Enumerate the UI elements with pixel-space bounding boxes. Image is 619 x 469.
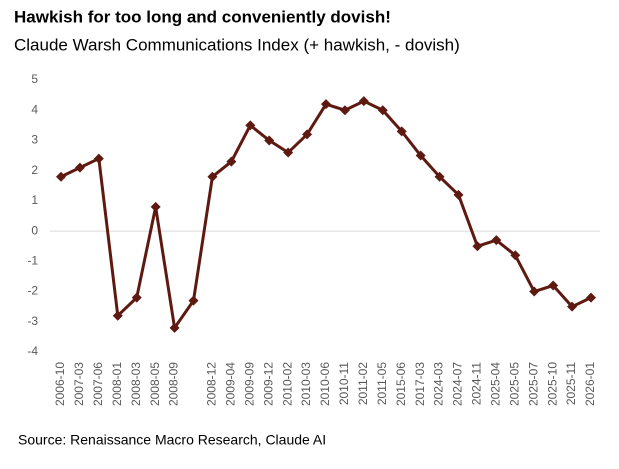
x-tick-label: 2024-07 bbox=[451, 362, 465, 406]
x-tick-label: 2008-03 bbox=[129, 362, 143, 406]
marker bbox=[396, 126, 407, 137]
y-tick-label: -2 bbox=[27, 284, 38, 298]
marker bbox=[207, 171, 218, 182]
chart-title: Hawkish for too long and conveniently do… bbox=[14, 7, 391, 26]
marker bbox=[226, 156, 237, 167]
y-tick-label: 4 bbox=[31, 102, 38, 116]
x-tick-label: 2010-11 bbox=[337, 362, 351, 405]
x-tick-label: 2009-09 bbox=[242, 362, 256, 406]
chart-subtitle: Claude Warsh Communications Index (+ haw… bbox=[14, 35, 460, 54]
marker bbox=[112, 310, 123, 321]
marker bbox=[321, 99, 331, 110]
x-tick-label: 2026-01 bbox=[583, 362, 597, 406]
x-tick-label: 2010-06 bbox=[318, 362, 332, 406]
marker bbox=[131, 292, 142, 303]
marker bbox=[377, 105, 388, 116]
x-tick-label: 2025-04 bbox=[489, 362, 503, 406]
marker bbox=[283, 147, 294, 158]
marker bbox=[245, 120, 256, 131]
x-tick-label: 2007-03 bbox=[72, 362, 86, 406]
marker bbox=[491, 235, 502, 246]
marker bbox=[150, 201, 161, 212]
marker bbox=[169, 322, 180, 333]
marker bbox=[93, 153, 104, 164]
y-tick-label: 1 bbox=[31, 193, 38, 207]
marker bbox=[358, 96, 369, 107]
x-tick-label: 2008-01 bbox=[110, 362, 124, 406]
x-tick-label: 2008-05 bbox=[148, 362, 162, 406]
x-tick-label: 2025-07 bbox=[526, 362, 540, 406]
marker bbox=[434, 171, 445, 182]
marker bbox=[264, 135, 275, 146]
x-tick-label: 2025-11 bbox=[564, 362, 578, 405]
marker bbox=[472, 241, 483, 252]
marker bbox=[339, 105, 350, 116]
x-tick-label: 2010-03 bbox=[299, 362, 313, 406]
x-tick-label: 2011-02 bbox=[356, 362, 370, 405]
x-tick-label: 2010-02 bbox=[280, 362, 294, 406]
marker bbox=[188, 295, 199, 306]
x-tick-label: 2025-10 bbox=[545, 362, 559, 406]
x-tick-label: 2017-03 bbox=[413, 362, 427, 406]
marker bbox=[567, 301, 578, 312]
x-tick-label: 2024-11 bbox=[470, 362, 484, 405]
y-tick-label: 2 bbox=[31, 163, 38, 177]
y-tick-label: 0 bbox=[31, 223, 38, 237]
x-tick-label: 2009-04 bbox=[224, 362, 238, 406]
x-tick-label: 2009-12 bbox=[261, 362, 275, 406]
marker bbox=[56, 171, 66, 182]
x-tick-label: 2007-06 bbox=[91, 362, 105, 406]
x-tick-label: 2011-05 bbox=[375, 362, 389, 405]
x-tick-label: 2024-03 bbox=[432, 362, 446, 406]
y-tick-label: 5 bbox=[31, 72, 38, 86]
marker bbox=[415, 150, 426, 161]
line bbox=[60, 99, 592, 332]
x-tick-label: 2025-05 bbox=[507, 362, 521, 406]
marker bbox=[74, 162, 85, 173]
marker bbox=[586, 292, 596, 303]
marker bbox=[548, 280, 559, 291]
marker bbox=[510, 250, 521, 261]
x-tick-label: 2008-12 bbox=[205, 362, 219, 406]
x-tick-label: 2006-10 bbox=[53, 362, 67, 406]
marker bbox=[302, 129, 313, 140]
marker bbox=[529, 286, 540, 297]
x-tick-label: 2008-09 bbox=[167, 362, 181, 406]
marker bbox=[453, 189, 464, 200]
y-tick-label: -1 bbox=[27, 254, 38, 268]
y-tick-label: 3 bbox=[31, 133, 38, 147]
y-tick-label: -4 bbox=[27, 344, 38, 358]
source-note: Source: Renaissance Macro Research, Clau… bbox=[18, 432, 326, 448]
y-tick-label: -3 bbox=[27, 314, 38, 328]
x-tick-label: 2015-06 bbox=[394, 362, 408, 406]
